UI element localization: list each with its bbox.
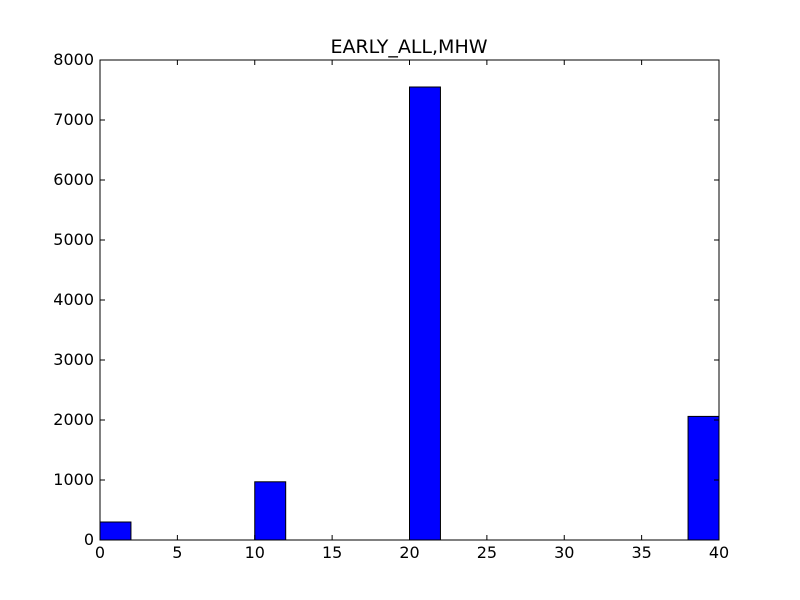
histogram-bar-19 <box>687 415 720 541</box>
y-tick-label-0: 0 <box>84 530 94 549</box>
bars-group <box>99 86 720 541</box>
x-tick-label-7: 35 <box>631 543 651 562</box>
x-tick-label-6: 30 <box>554 543 574 562</box>
histogram-bar-5 <box>254 481 287 541</box>
y-tick-label-8: 8000 <box>53 50 94 69</box>
histogram-bar-10 <box>409 86 441 541</box>
y-tick-label-3: 3000 <box>53 350 94 369</box>
plot-frame <box>99 59 720 541</box>
x-tick-label-2: 10 <box>245 543 265 562</box>
x-tick-label-0: 0 <box>95 543 105 562</box>
y-tick-label-1: 1000 <box>53 470 94 489</box>
chart-title: EARLY_ALL,MHW <box>330 36 487 58</box>
x-tick-label-3: 15 <box>322 543 342 562</box>
histogram-bar-0 <box>99 521 132 541</box>
x-tick-label-5: 25 <box>477 543 497 562</box>
x-tick-label-4: 20 <box>399 543 419 562</box>
x-tick-label-8: 40 <box>709 543 729 562</box>
x-tick-label-1: 5 <box>172 543 182 562</box>
y-tick-label-2: 2000 <box>53 410 94 429</box>
y-tick-label-4: 4000 <box>53 290 94 309</box>
y-tick-label-5: 5000 <box>53 230 94 249</box>
y-tick-label-6: 6000 <box>53 170 94 189</box>
ticks-group: 0 5 10 15 20 25 30 35 40 0 1000 2000 3000 4000 5000 600… <box>53 50 729 562</box>
y-tick-label-7: 7000 <box>53 110 94 129</box>
